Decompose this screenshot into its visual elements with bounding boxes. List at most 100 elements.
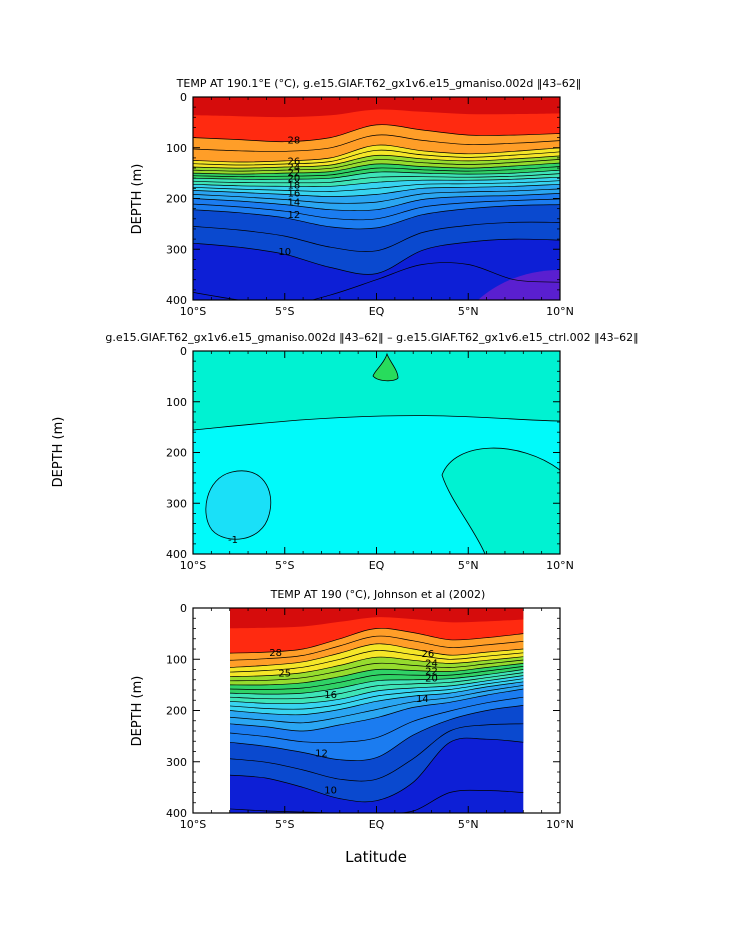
y-tick-label: 300 [166, 243, 187, 256]
contour-label: 20 [425, 674, 438, 685]
x-tick-label: 10°S [180, 818, 206, 831]
contour-line [230, 685, 524, 724]
contour-line [193, 124, 560, 143]
y-tick-label: 100 [166, 653, 187, 666]
panel3-title: TEMP AT 190 (°C), Johnson et al (2002) [270, 588, 486, 601]
contour-label: 25 [278, 669, 291, 680]
contour-line [230, 650, 524, 673]
coldest-water-fill [478, 270, 560, 300]
panel3-ylabel: DEPTH (m) [130, 676, 145, 747]
panel2-contour-label: -1 [228, 535, 238, 546]
y-tick-label: 400 [166, 294, 187, 307]
panel3-contour-lines [230, 627, 524, 813]
y-tick-label: 300 [166, 497, 187, 510]
contour-line [230, 656, 524, 678]
contour-line [230, 659, 524, 682]
x-tick-label: 5°S [275, 559, 294, 572]
contour-line [193, 154, 560, 169]
x-tick-label: EQ [369, 559, 385, 572]
x-tick-label: 10°N [546, 818, 574, 831]
contour-line [193, 176, 560, 187]
x-tick-label: 10°S [180, 305, 206, 318]
panel3-axes: 10°S 5°S EQ 5°N 10°N 0 100 200 300 400 [166, 602, 574, 831]
contour-line [230, 678, 524, 710]
contour-label: 12 [315, 749, 328, 760]
contour-line [230, 635, 524, 661]
contour-label: 28 [269, 648, 282, 659]
contour-label: 14 [288, 198, 301, 209]
contour-line [230, 688, 524, 732]
contour-line [230, 681, 524, 716]
contour-label: 12 [288, 210, 301, 221]
contour-label: 10 [278, 247, 291, 258]
y-tick-label: 100 [166, 396, 187, 409]
contour-label: 20 [288, 174, 301, 185]
contour-line [193, 262, 560, 300]
contour-line [193, 204, 560, 230]
contour-line [230, 705, 524, 761]
panel2-title: g.e15.GIAF.T62_gx1v6.e15_gmaniso.002d ‖4… [105, 331, 638, 344]
panel1-title: TEMP AT 190.1°E (°C), g.e15.GIAF.T62_gx1… [176, 77, 582, 90]
contour-label: 22 [288, 168, 301, 179]
isotherm-fill-29 [230, 608, 524, 629]
contour-label: 26 [288, 156, 301, 167]
y-tick-label: 200 [166, 705, 187, 718]
panel1-axes: 10°S 5°S EQ 5°N 10°N 0 100 200 300 400 [166, 91, 574, 318]
contour-line [193, 193, 560, 212]
contour-label: 24 [425, 658, 438, 669]
contour-line [193, 238, 560, 275]
x-tick-label: 5°N [458, 559, 479, 572]
x-tick-label: 10°N [546, 305, 574, 318]
contour-line [230, 789, 524, 813]
x-tick-label: 5°N [458, 305, 479, 318]
contour-label: 24 [288, 163, 301, 174]
panel2-east-region [442, 448, 560, 554]
contour-line [230, 663, 524, 686]
contour-label: 16 [324, 690, 337, 701]
contour-label: 14 [416, 694, 429, 705]
contour-line [193, 188, 560, 204]
x-tick-label: 5°S [275, 305, 294, 318]
panel2-surface-region [373, 354, 398, 381]
panel3-xlabel: Latitude [345, 848, 407, 866]
contour-line [230, 666, 524, 690]
panel3-contour-fills [230, 608, 524, 813]
y-tick-label: 400 [166, 548, 187, 561]
contour-label: 10 [324, 785, 337, 796]
contour-label: 16 [288, 188, 301, 199]
panel2-axes: 10°S 5°S EQ 5°N 10°N 0 100 200 300 400 [166, 345, 574, 572]
contour-line [230, 672, 524, 700]
contour-label: 22 [425, 667, 438, 678]
contour-label: 18 [288, 180, 301, 191]
contour-line [193, 221, 560, 252]
panel-model-temperature: TEMP AT 190.1°E (°C), g.e15.GIAF.T62_gx1… [130, 77, 581, 318]
contour-line [193, 159, 560, 172]
y-tick-label: 200 [166, 447, 187, 460]
x-tick-label: 5°S [275, 818, 294, 831]
contour-line [193, 183, 560, 197]
panel1-contour-fills [193, 97, 560, 300]
contour-line [193, 180, 560, 192]
x-tick-label: 10°N [546, 559, 574, 572]
contour-line [193, 198, 560, 221]
contour-line [230, 675, 524, 705]
y-tick-label: 400 [166, 807, 187, 820]
panel2-ylabel: DEPTH (m) [51, 417, 66, 488]
contour-line [230, 669, 524, 695]
y-tick-label: 200 [166, 193, 187, 206]
contour-line [193, 149, 560, 166]
panel2-contour-fills [193, 351, 560, 554]
y-tick-label: 300 [166, 756, 187, 769]
x-tick-label: 5°N [458, 818, 479, 831]
contour-line [193, 173, 560, 184]
y-tick-label: 0 [180, 345, 187, 358]
panel2-west-region [205, 470, 271, 540]
contour-line [193, 144, 560, 163]
x-tick-label: 10°S [180, 559, 206, 572]
contour-line [193, 162, 560, 175]
contour-line [193, 134, 560, 152]
contour-line [230, 723, 524, 782]
